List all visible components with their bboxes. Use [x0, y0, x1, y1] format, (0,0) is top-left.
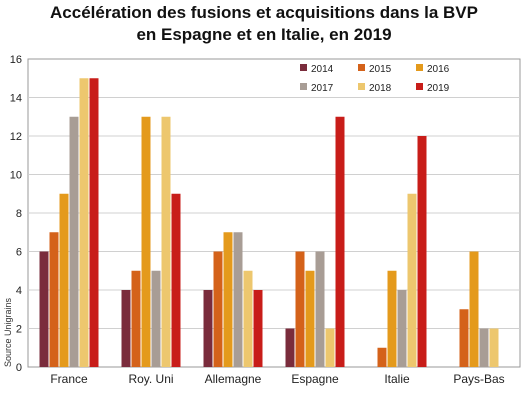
y-tick-label: 6: [16, 247, 22, 259]
bar-2016: [469, 251, 479, 367]
legend-swatch-2019: [416, 83, 423, 90]
bars: [39, 78, 499, 367]
bar-2014: [203, 290, 213, 367]
gridlines: [28, 97, 520, 329]
y-tick-label: 4: [16, 285, 22, 297]
bar-2016: [141, 116, 151, 367]
bar-2017: [69, 116, 79, 367]
bar-2019: [253, 290, 263, 367]
y-tick-label: 0: [16, 362, 22, 374]
bar-2017: [151, 270, 161, 367]
legend-swatch-2018: [358, 83, 365, 90]
bar-2014: [39, 251, 49, 367]
source-label: Source Unigrains: [3, 297, 13, 367]
bar-2018: [325, 328, 335, 367]
x-tick-label: Italie: [384, 372, 410, 386]
legend-label-2017: 2017: [311, 83, 334, 94]
legend-label-2016: 2016: [427, 64, 450, 75]
legend-label-2014: 2014: [311, 64, 334, 75]
bar-2017: [479, 328, 489, 367]
bar-2017: [397, 290, 407, 367]
legend-swatch-2014: [300, 64, 307, 71]
bar-2018: [161, 116, 171, 367]
bar-2018: [243, 270, 253, 367]
y-tick-label: 2: [16, 324, 22, 336]
bar-2018: [407, 193, 417, 367]
bar-2018: [79, 78, 89, 367]
legend-label-2019: 2019: [427, 83, 450, 94]
x-tick-label: Espagne: [291, 372, 339, 386]
y-tick-label: 14: [10, 93, 22, 105]
bar-2019: [89, 78, 99, 367]
bar-2015: [213, 251, 223, 367]
bar-2014: [285, 328, 295, 367]
legend-swatch-2016: [416, 64, 423, 71]
y-tick-label: 8: [16, 208, 22, 220]
bar-2017: [233, 232, 243, 367]
chart-title-line2: en Espagne et en Italie, en 2019: [136, 25, 392, 44]
bar-2015: [49, 232, 59, 367]
chart-title-line1: Accélération des fusions et acquisitions…: [50, 3, 478, 22]
bar-2016: [305, 270, 315, 367]
bar-2017: [315, 251, 325, 367]
bar-2014: [121, 290, 131, 367]
bar-2016: [223, 232, 233, 367]
y-tick-label: 16: [10, 54, 22, 66]
y-tick-label: 12: [10, 131, 22, 143]
x-tick-label: Roy. Uni: [128, 372, 173, 386]
bar-2016: [59, 193, 69, 367]
x-tick-label: Pays-Bas: [453, 372, 504, 386]
chart-title: Accélération des fusions et acquisitions…: [0, 2, 528, 46]
bar-2015: [295, 251, 305, 367]
bar-2015: [459, 309, 469, 367]
legend-label-2018: 2018: [369, 83, 392, 94]
x-tick-label: France: [50, 372, 88, 386]
y-axis-ticks: 0 2 4 6 8 10 12 14 16: [10, 54, 22, 374]
x-tick-label: Allemagne: [205, 372, 262, 386]
bar-2019: [417, 136, 427, 367]
legend-swatch-2015: [358, 64, 365, 71]
bar-2016: [387, 270, 397, 367]
bar-2015: [377, 347, 387, 367]
legend-label-2015: 2015: [369, 64, 392, 75]
bar-2019: [171, 193, 181, 367]
y-tick-label: 10: [10, 170, 22, 182]
bar-2018: [489, 328, 499, 367]
x-axis-labels: France Roy. Uni Allemagne Espagne Italie Pays…: [50, 372, 504, 386]
bar-2019: [335, 116, 345, 367]
legend: 2014 2015 2016 2017 2018 2019: [300, 64, 450, 94]
bar-2015: [131, 270, 141, 367]
legend-swatch-2017: [300, 83, 307, 90]
